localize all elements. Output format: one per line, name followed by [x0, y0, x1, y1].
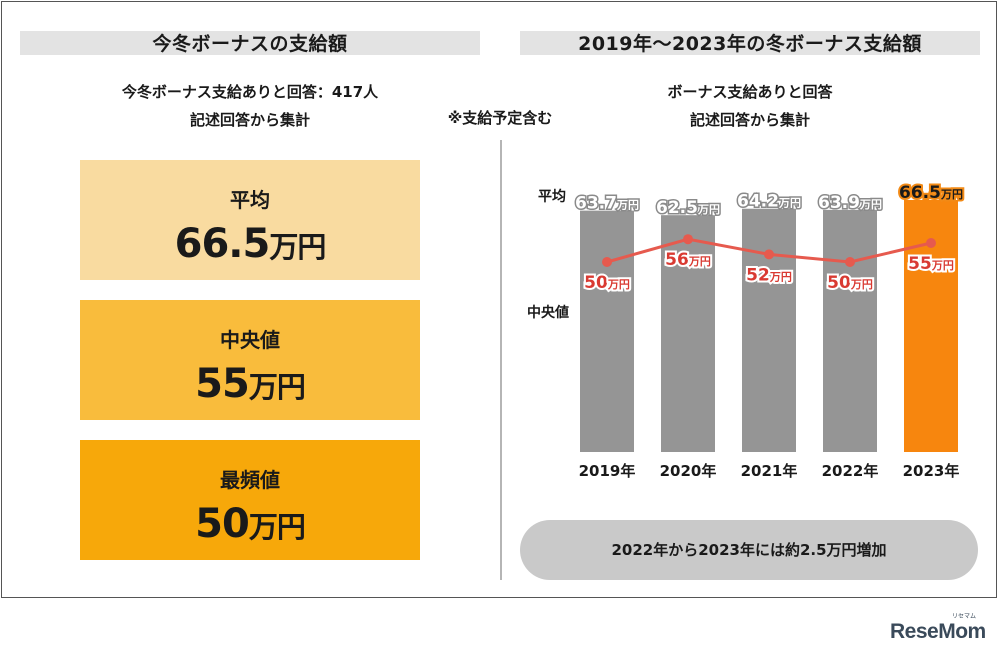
resemom-logo-sub: リセマム [952, 613, 977, 620]
stat-box-median: 中央値 55万円 [80, 300, 420, 420]
summary-pill: 2022年から2023年には約2.5万円増加 [520, 520, 978, 580]
bar-value-label-1: 62.5万円 [656, 198, 720, 218]
median-value-label-3: 50万円 [827, 273, 873, 293]
series-label-median: 中央値 [527, 304, 569, 321]
median-value-label-1: 56万円 [665, 250, 711, 270]
stat-value-median: 55万円 [80, 361, 420, 407]
bar-2 [742, 208, 796, 452]
left-subtitle-line2: 記述回答から集計 [189, 111, 310, 129]
median-point-1 [683, 234, 693, 245]
stat-box-mode: 最頻値 50万円 [80, 440, 420, 560]
category-label-0: 2019年 [579, 462, 636, 480]
stat-unit-median: 万円 [248, 370, 306, 404]
stat-unit-average: 万円 [269, 230, 326, 264]
left-section-title: 今冬ボーナスの支給額 [20, 31, 480, 55]
panel-divider [500, 140, 502, 580]
median-value-label-0: 50万円 [584, 273, 630, 293]
stat-number-average: 66.5 [174, 221, 271, 267]
median-value-label-2: 52万円 [746, 265, 792, 285]
left-subtitle-line1: 今冬ボーナス支給ありと回答：417人 [121, 83, 379, 101]
bar-3 [823, 209, 877, 452]
stat-number-median: 55 [195, 361, 250, 407]
right-subtitle-line2: 記述回答から集計 [689, 111, 810, 129]
median-point-3 [845, 257, 855, 267]
bar-4 [904, 200, 958, 452]
left-subtitle: 今冬ボーナス支給ありと回答：417人 記述回答から集計 [20, 78, 480, 134]
stat-label-mode: 最頻値 [220, 468, 280, 492]
right-subtitle: ボーナス支給ありと回答 記述回答から集計 [520, 78, 980, 134]
stat-box-average: 平均 66.5万円 [80, 160, 420, 280]
series-label-average: 平均 [538, 188, 566, 205]
bar-0 [580, 210, 634, 452]
median-value-label-4: 55万円 [908, 254, 954, 274]
median-point-4 [926, 238, 936, 248]
stat-number-mode: 50 [195, 501, 250, 547]
stat-label-median: 中央値 [220, 328, 280, 352]
category-label-1: 2020年 [660, 462, 717, 480]
stat-value-mode: 50万円 [80, 501, 420, 547]
bar-value-label-3: 63.9万円 [818, 193, 882, 213]
stat-unit-mode: 万円 [248, 510, 306, 544]
right-section-title: 2019年〜2023年の冬ボーナス支給額 [520, 31, 980, 55]
bar-value-label-4: 66.5万円 [899, 183, 963, 203]
category-label-4: 2023年 [903, 462, 960, 480]
bar-value-label-0: 63.7万円 [575, 194, 639, 214]
bar-value-label-2: 64.2万円 [737, 192, 801, 212]
category-label-3: 2022年 [822, 462, 879, 480]
stat-label-average: 平均 [230, 188, 270, 212]
bar-1 [661, 215, 715, 452]
resemom-logo: ReseMom [890, 620, 986, 643]
right-subtitle-line1: ボーナス支給ありと回答 [667, 83, 833, 101]
schedule-note: ※支給予定含む [447, 109, 553, 127]
category-label-2: 2021年 [741, 462, 798, 480]
stat-value-average: 66.5万円 [80, 221, 420, 267]
median-point-2 [764, 249, 774, 260]
median-point-0 [602, 257, 612, 267]
